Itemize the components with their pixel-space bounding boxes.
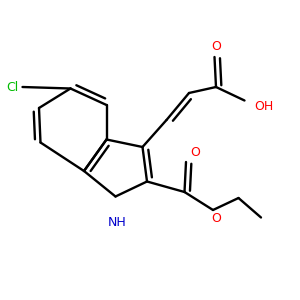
Text: O: O: [211, 212, 221, 226]
Text: OH: OH: [254, 100, 274, 113]
Text: O: O: [190, 146, 200, 160]
Text: O: O: [211, 40, 221, 53]
Text: Cl: Cl: [6, 81, 18, 94]
Text: NH: NH: [108, 215, 126, 229]
